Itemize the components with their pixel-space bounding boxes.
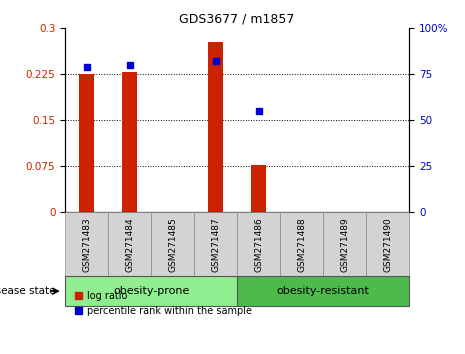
Text: GSM271490: GSM271490 [383, 217, 392, 272]
Text: obesity-resistant: obesity-resistant [277, 286, 370, 296]
Text: GSM271484: GSM271484 [125, 217, 134, 272]
Text: GSM271483: GSM271483 [82, 217, 91, 272]
Bar [122, 73, 137, 212]
Bar [251, 165, 266, 212]
Bar [79, 74, 94, 212]
Text: GSM271487: GSM271487 [211, 217, 220, 272]
Text: GSM271489: GSM271489 [340, 217, 349, 272]
Text: obesity-prone: obesity-prone [113, 286, 189, 296]
Legend: log ratio, percentile rank within the sample: log ratio, percentile rank within the sa… [74, 291, 252, 315]
Title: GDS3677 / m1857: GDS3677 / m1857 [179, 13, 295, 26]
Text: GSM271485: GSM271485 [168, 217, 177, 272]
Bar [208, 42, 223, 212]
Text: disease state: disease state [0, 286, 56, 296]
Text: GSM271488: GSM271488 [297, 217, 306, 272]
Text: GSM271486: GSM271486 [254, 217, 263, 272]
